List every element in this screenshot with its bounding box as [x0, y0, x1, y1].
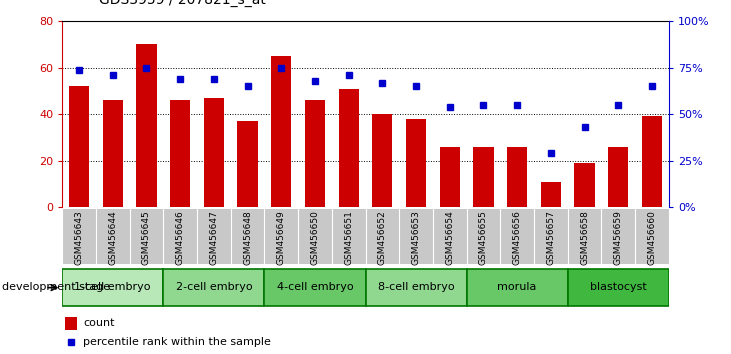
Bar	[204, 98, 224, 207]
Text: GSM456644: GSM456644	[108, 211, 117, 265]
Bar	[541, 182, 561, 207]
Bar	[102, 100, 123, 207]
Bar	[136, 45, 156, 207]
Text: development stage: development stage	[2, 282, 110, 292]
Text: blastocyst: blastocyst	[590, 282, 647, 292]
Text: GSM456646: GSM456646	[175, 211, 185, 265]
Text: GSM456658: GSM456658	[580, 211, 589, 266]
Bar	[474, 147, 493, 207]
Text: GSM456643: GSM456643	[75, 211, 83, 265]
Text: 1-cell embryo: 1-cell embryo	[75, 282, 151, 292]
Bar	[372, 114, 393, 207]
Bar	[608, 147, 629, 207]
Bar	[62, 269, 163, 306]
Bar	[271, 56, 292, 207]
Bar	[305, 100, 325, 207]
Bar	[406, 119, 426, 207]
Text: GSM456660: GSM456660	[648, 211, 656, 266]
Text: GSM456659: GSM456659	[614, 211, 623, 266]
Bar	[575, 163, 595, 207]
Text: 4-cell embryo: 4-cell embryo	[276, 282, 353, 292]
Text: percentile rank within the sample: percentile rank within the sample	[83, 337, 271, 347]
Text: GSM456654: GSM456654	[445, 211, 454, 265]
Bar	[642, 116, 662, 207]
Text: GSM456645: GSM456645	[142, 211, 151, 265]
Text: GSM456651: GSM456651	[344, 211, 353, 266]
Bar	[507, 147, 527, 207]
Text: GSM456652: GSM456652	[378, 211, 387, 265]
Bar	[65, 316, 77, 330]
Bar	[69, 86, 89, 207]
Text: GSM456656: GSM456656	[512, 211, 522, 266]
Bar	[338, 88, 359, 207]
Text: GSM456648: GSM456648	[243, 211, 252, 265]
Text: 8-cell embryo: 8-cell embryo	[378, 282, 455, 292]
Bar	[170, 100, 190, 207]
Text: GSM456653: GSM456653	[412, 211, 420, 266]
Bar	[265, 269, 366, 306]
Bar	[238, 121, 257, 207]
Text: GSM456650: GSM456650	[311, 211, 319, 266]
Text: morula: morula	[498, 282, 537, 292]
Text: GSM456649: GSM456649	[277, 211, 286, 265]
Bar	[568, 269, 669, 306]
Text: count: count	[83, 318, 115, 328]
Bar	[366, 269, 466, 306]
Bar	[466, 269, 568, 306]
Text: 2-cell embryo: 2-cell embryo	[175, 282, 252, 292]
Text: GSM456647: GSM456647	[209, 211, 219, 265]
Text: GDS3959 / 207821_s_at: GDS3959 / 207821_s_at	[99, 0, 265, 7]
Bar	[439, 147, 460, 207]
Text: GSM456655: GSM456655	[479, 211, 488, 266]
Text: GSM456657: GSM456657	[546, 211, 556, 266]
Bar	[163, 269, 265, 306]
